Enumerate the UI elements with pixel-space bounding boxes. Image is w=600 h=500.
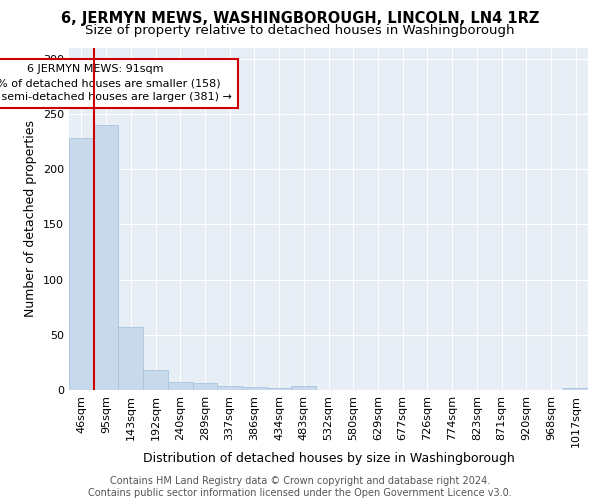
Bar [118,327,143,390]
Text: Contains HM Land Registry data © Crown copyright and database right 2024.
Contai: Contains HM Land Registry data © Crown c… [88,476,512,498]
Bar [267,388,292,390]
Bar [69,138,94,390]
Text: 6, JERMYN MEWS, WASHINGBOROUGH, LINCOLN, LN4 1RZ: 6, JERMYN MEWS, WASHINGBOROUGH, LINCOLN,… [61,11,539,26]
Bar [168,382,193,390]
Y-axis label: Number of detached properties: Number of detached properties [25,120,37,318]
Text: 6 JERMYN MEWS: 91sqm
← 29% of detached houses are smaller (158)
69% of semi-deta: 6 JERMYN MEWS: 91sqm ← 29% of detached h… [0,64,232,102]
Bar [193,384,217,390]
Bar [217,386,242,390]
Bar [94,125,118,390]
Text: Size of property relative to detached houses in Washingborough: Size of property relative to detached ho… [85,24,515,37]
Bar [292,386,316,390]
Bar [143,370,168,390]
X-axis label: Distribution of detached houses by size in Washingborough: Distribution of detached houses by size … [143,452,514,466]
Bar [242,386,267,390]
Bar [563,388,588,390]
